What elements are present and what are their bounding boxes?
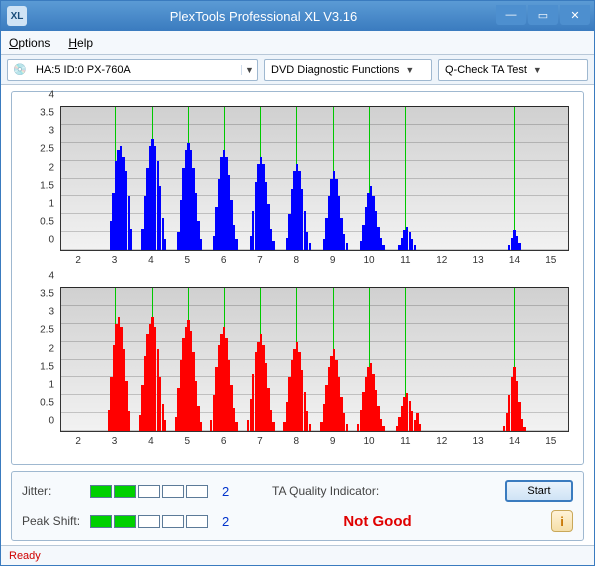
jitter-value: 2 xyxy=(222,484,229,499)
drive-selector[interactable]: 💿 HA:5 ID:0 PX-760A ▼ xyxy=(7,59,258,81)
test-combo[interactable]: Q-Check TA Test ▼ xyxy=(438,59,588,81)
peakshift-label: Peak Shift: xyxy=(22,514,82,528)
function-combo-text: DVD Diagnostic Functions xyxy=(271,64,399,76)
charts-panel: 00.511.522.533.5423456789101112131415 00… xyxy=(11,91,584,465)
jitter-boxes xyxy=(90,485,208,498)
jitter-label: Jitter: xyxy=(22,484,82,498)
chevron-down-icon: ▼ xyxy=(241,65,257,75)
peakshift-row: Peak Shift: 2 xyxy=(22,514,262,529)
maximize-button[interactable]: ▭ xyxy=(528,5,558,25)
function-combo[interactable]: DVD Diagnostic Functions ▼ xyxy=(264,59,432,81)
chart-bottom: 00.511.522.533.5423456789101112131415 xyxy=(18,281,577,456)
chevron-down-icon: ▼ xyxy=(533,65,542,75)
drive-text: HA:5 ID:0 PX-760A xyxy=(32,64,241,76)
chart-top: 00.511.522.533.5423456789101112131415 xyxy=(18,100,577,275)
menubar: Options Help xyxy=(1,31,594,55)
app-icon: XL xyxy=(7,6,27,26)
status-panel: Jitter: 2 TA Quality Indicator: Start Pe… xyxy=(11,471,584,541)
minimize-button[interactable]: — xyxy=(496,5,526,25)
status-text: Ready xyxy=(9,550,41,562)
disc-icon: 💿 xyxy=(11,61,29,79)
quality-indicator-value: Not Good xyxy=(272,513,483,530)
toolbar: 💿 HA:5 ID:0 PX-760A ▼ DVD Diagnostic Fun… xyxy=(1,55,594,85)
start-button[interactable]: Start xyxy=(505,480,573,502)
close-button[interactable]: ✕ xyxy=(560,5,590,25)
window-controls: — ▭ ✕ xyxy=(494,5,590,27)
peakshift-boxes xyxy=(90,515,208,528)
statusbar: Ready xyxy=(1,545,594,565)
menu-help[interactable]: Help xyxy=(68,36,93,50)
titlebar: XL PlexTools Professional XL V3.16 — ▭ ✕ xyxy=(1,1,594,31)
quality-indicator-label: TA Quality Indicator: xyxy=(272,484,483,498)
test-combo-text: Q-Check TA Test xyxy=(445,64,527,76)
jitter-row: Jitter: 2 xyxy=(22,484,262,499)
chevron-down-icon: ▼ xyxy=(405,65,414,75)
peakshift-value: 2 xyxy=(222,514,229,529)
window-title: PlexTools Professional XL V3.16 xyxy=(33,9,494,24)
info-button[interactable]: i xyxy=(551,510,573,532)
menu-options[interactable]: Options xyxy=(9,36,50,50)
